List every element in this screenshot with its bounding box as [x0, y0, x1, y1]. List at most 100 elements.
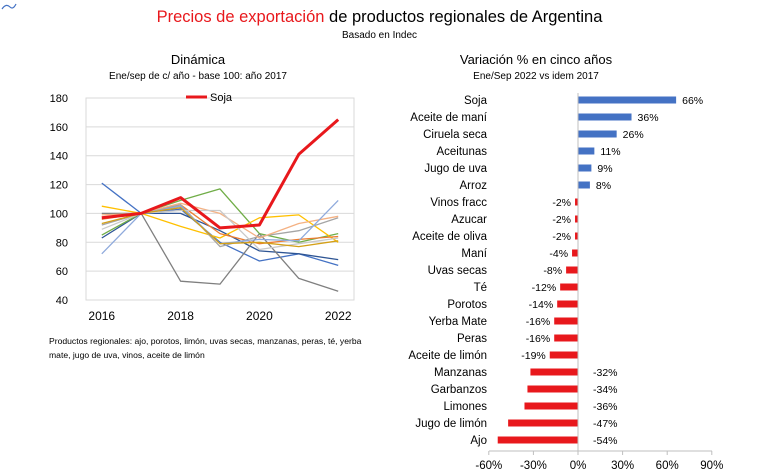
bar-yerba-mate [554, 317, 578, 325]
bar-ciruela-seca [578, 130, 617, 138]
line-y-tick-label: 140 [50, 151, 68, 163]
bar-data-label: -12% [532, 282, 557, 294]
bar-category-label: Peras [457, 333, 487, 345]
line-y-tick-label: 80 [56, 237, 68, 249]
line-series-s3 [101, 212, 339, 292]
bar-data-label: -32% [593, 367, 618, 379]
bar-category-label: Azucar [451, 214, 487, 226]
bar-x-tick-label: 90% [700, 460, 723, 472]
bar-data-label: -14% [529, 299, 554, 311]
bar-data-label: -16% [526, 316, 551, 328]
bar-category-label: Garbanzos [431, 384, 488, 396]
line-y-tick-label: 120 [50, 180, 68, 192]
bar-x-tick-label: 0% [570, 460, 587, 472]
bar-x-tick-label: -30% [520, 460, 547, 472]
bar-data-label: 26% [623, 129, 644, 141]
line-legend: Soja [186, 92, 233, 104]
bar-category-label: Yerba Mate [429, 316, 487, 328]
bar-data-label: -16% [526, 333, 551, 345]
bar-category-label: Maní [461, 248, 487, 260]
bar-arroz [578, 181, 590, 189]
title-highlight: Precios de exportación [156, 8, 325, 26]
bar-category-label: Aceite de limón [408, 350, 487, 362]
line-x-axis: 2016 2018 2020 2022 [88, 309, 351, 323]
bar-aceite-de-oliva [575, 232, 578, 240]
line-chart-title: Dinámica [171, 52, 226, 67]
bar-category-label: Soja [464, 95, 488, 107]
bar-jugo-de-uva [578, 164, 592, 172]
bar-aceitunas [578, 147, 595, 155]
bar-data-label: 9% [597, 163, 612, 175]
bar-category-label: Porotos [447, 299, 487, 311]
bar-x-axis: -60% -30% 0% 30% 60% 90% [475, 451, 723, 472]
line-series-s1 [101, 182, 339, 267]
line-series-soja [101, 118, 340, 230]
line-plot-area [85, 97, 355, 301]
footnote: Productos regionales: ajo, porotos, limó… [49, 336, 362, 360]
bar-data-label: 36% [638, 112, 659, 124]
bar-limones [524, 402, 578, 410]
line-y-tick-label: 100 [50, 208, 68, 220]
bar-category-label: Ciruela seca [423, 129, 488, 141]
page-title: Precios de exportación de productos regi… [0, 8, 759, 27]
bar-data-label: -2% [552, 214, 571, 226]
bar-data-label: -8% [543, 265, 562, 277]
title-rest: de productos regionales de Argentina [329, 8, 603, 26]
bar-category-label: Vinos fracc [430, 197, 487, 209]
bar-chart-title: Variación % en cinco años [460, 52, 613, 67]
bar-category-label: Aceite de maní [410, 112, 488, 124]
line-chart: Dinámica Ene/sep de c/ año - base 100: a… [50, 52, 355, 323]
bar-category-label: Aceite de oliva [412, 231, 487, 243]
line-y-tick-label: 60 [56, 266, 68, 278]
bar-garbanzos [527, 385, 578, 393]
bar-data-label: -36% [593, 401, 618, 413]
bar-data-label: -2% [552, 197, 571, 209]
bar-data-label: -19% [521, 350, 546, 362]
line-x-tick-label: 2020 [246, 309, 273, 323]
bar-category-label: Té [474, 282, 487, 294]
bar-data-label: 66% [682, 95, 703, 107]
bar-data-label: -34% [593, 384, 618, 396]
bar-data-label: 11% [600, 146, 620, 158]
bar-categories: Soja Aceite de maní Ciruela seca Aceitunas J… [408, 95, 487, 447]
bar-category-label: Aceitunas [436, 146, 487, 158]
bar-vinos-fracc [575, 198, 578, 206]
bar-chart-subtitle: Ene/Sep 2022 vs idem 2017 [473, 71, 599, 82]
bar-peras [554, 334, 578, 342]
logo-fragment-icon [1, 3, 17, 10]
bar-manzanas [530, 368, 578, 376]
line-y-tick-label: 40 [56, 295, 68, 307]
bar-data-label: -2% [552, 231, 571, 243]
bar-chart: Variación % en cinco años Ene/Sep 2022 v… [408, 52, 723, 472]
bar-aceite-de-limón [549, 351, 578, 359]
line-x-tick-label: 2018 [167, 309, 194, 323]
bar-jugo-de-limón [508, 419, 578, 427]
bar-data-label: -47% [593, 418, 618, 430]
bar-category-label: Manzanas [434, 367, 487, 379]
bar-category-label: Ajo [470, 435, 487, 447]
bar-category-label: Jugo de uva [424, 163, 487, 175]
line-chart-subtitle: Ene/sep de c/ año - base 100: año 2017 [109, 71, 287, 82]
bar-data-labels: 66% 36% 26%11% 9% 8% -2% -2% -2% -4% -8% -12% -14% -… [521, 95, 703, 447]
page-subtitle: Basado en Indec [341, 30, 418, 41]
bar-data-label: -4% [549, 248, 568, 260]
bar-category-label: Uvas secas [428, 265, 488, 277]
line-series-group [101, 118, 340, 292]
legend-soja-label: Soja [210, 92, 233, 104]
bar-category-label: Arroz [460, 180, 488, 192]
bar-data-label: 8% [596, 180, 611, 192]
line-grid [86, 97, 354, 301]
bar-category-label: Limones [444, 401, 488, 413]
bar-uvas-secas [566, 266, 578, 274]
bar-porotos [557, 300, 578, 308]
line-y-axis: 180 160 140 120 100 80 60 40 [50, 93, 68, 307]
bar-x-tick-label: 30% [611, 460, 634, 472]
bar-soja [578, 96, 677, 104]
bar-x-tick-label: -60% [475, 460, 502, 472]
line-y-tick-label: 160 [50, 122, 68, 134]
bar-maní [572, 249, 578, 257]
bar-category-label: Jugo de limón [415, 418, 487, 430]
bar-x-tick-label: 60% [656, 460, 679, 472]
bar-data-label: -54% [593, 435, 618, 447]
